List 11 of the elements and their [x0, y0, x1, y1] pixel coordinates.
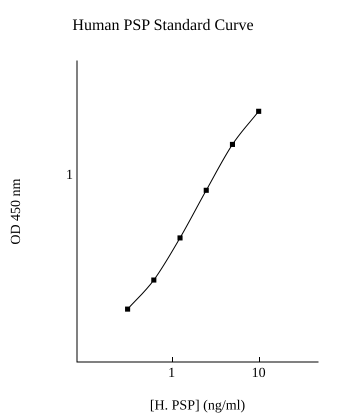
x-tick-label: 10: [252, 366, 266, 382]
y-axis-title: OD 450 nm: [9, 178, 24, 245]
point: [204, 188, 209, 193]
point: [177, 235, 183, 240]
point: [125, 306, 130, 312]
text: 1: [66, 168, 73, 184]
point: [230, 142, 236, 147]
chart-title: Human PSP Standard Curve: [72, 16, 254, 34]
point: [256, 108, 262, 114]
point: [151, 277, 156, 283]
x-axis-title: [H. PSP] (ng/ml): [150, 398, 246, 414]
